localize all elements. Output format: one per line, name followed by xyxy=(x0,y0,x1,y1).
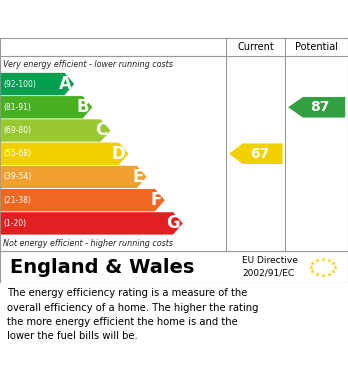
Polygon shape xyxy=(1,73,74,95)
Polygon shape xyxy=(288,97,345,118)
Text: (55-68): (55-68) xyxy=(3,149,32,158)
Text: Energy Efficiency Rating: Energy Efficiency Rating xyxy=(10,10,239,28)
Text: Current: Current xyxy=(237,42,274,52)
Text: B: B xyxy=(77,98,89,116)
Text: (1-20): (1-20) xyxy=(3,219,26,228)
Polygon shape xyxy=(229,143,283,164)
Text: The energy efficiency rating is a measure of the
overall efficiency of a home. T: The energy efficiency rating is a measur… xyxy=(7,288,259,341)
Polygon shape xyxy=(1,119,110,142)
Polygon shape xyxy=(1,189,165,212)
Text: E: E xyxy=(133,168,144,186)
Text: England & Wales: England & Wales xyxy=(10,258,195,276)
Text: A: A xyxy=(58,75,71,93)
Text: D: D xyxy=(112,145,126,163)
Polygon shape xyxy=(1,166,147,188)
Polygon shape xyxy=(1,212,183,235)
Text: Very energy efficient - lower running costs: Very energy efficient - lower running co… xyxy=(3,60,173,69)
Text: F: F xyxy=(151,191,162,209)
Polygon shape xyxy=(1,96,92,118)
Text: (21-38): (21-38) xyxy=(3,196,31,204)
Text: Not energy efficient - higher running costs: Not energy efficient - higher running co… xyxy=(3,239,173,248)
Polygon shape xyxy=(1,143,128,165)
Text: G: G xyxy=(166,214,180,232)
Text: (81-91): (81-91) xyxy=(3,103,31,112)
Text: Potential: Potential xyxy=(295,42,338,52)
Text: EU Directive
2002/91/EC: EU Directive 2002/91/EC xyxy=(242,256,298,278)
Text: 87: 87 xyxy=(310,100,330,114)
Text: (92-100): (92-100) xyxy=(3,79,36,88)
Text: C: C xyxy=(95,122,108,140)
Text: (39-54): (39-54) xyxy=(3,172,32,181)
Text: (69-80): (69-80) xyxy=(3,126,32,135)
Text: 67: 67 xyxy=(250,147,269,161)
